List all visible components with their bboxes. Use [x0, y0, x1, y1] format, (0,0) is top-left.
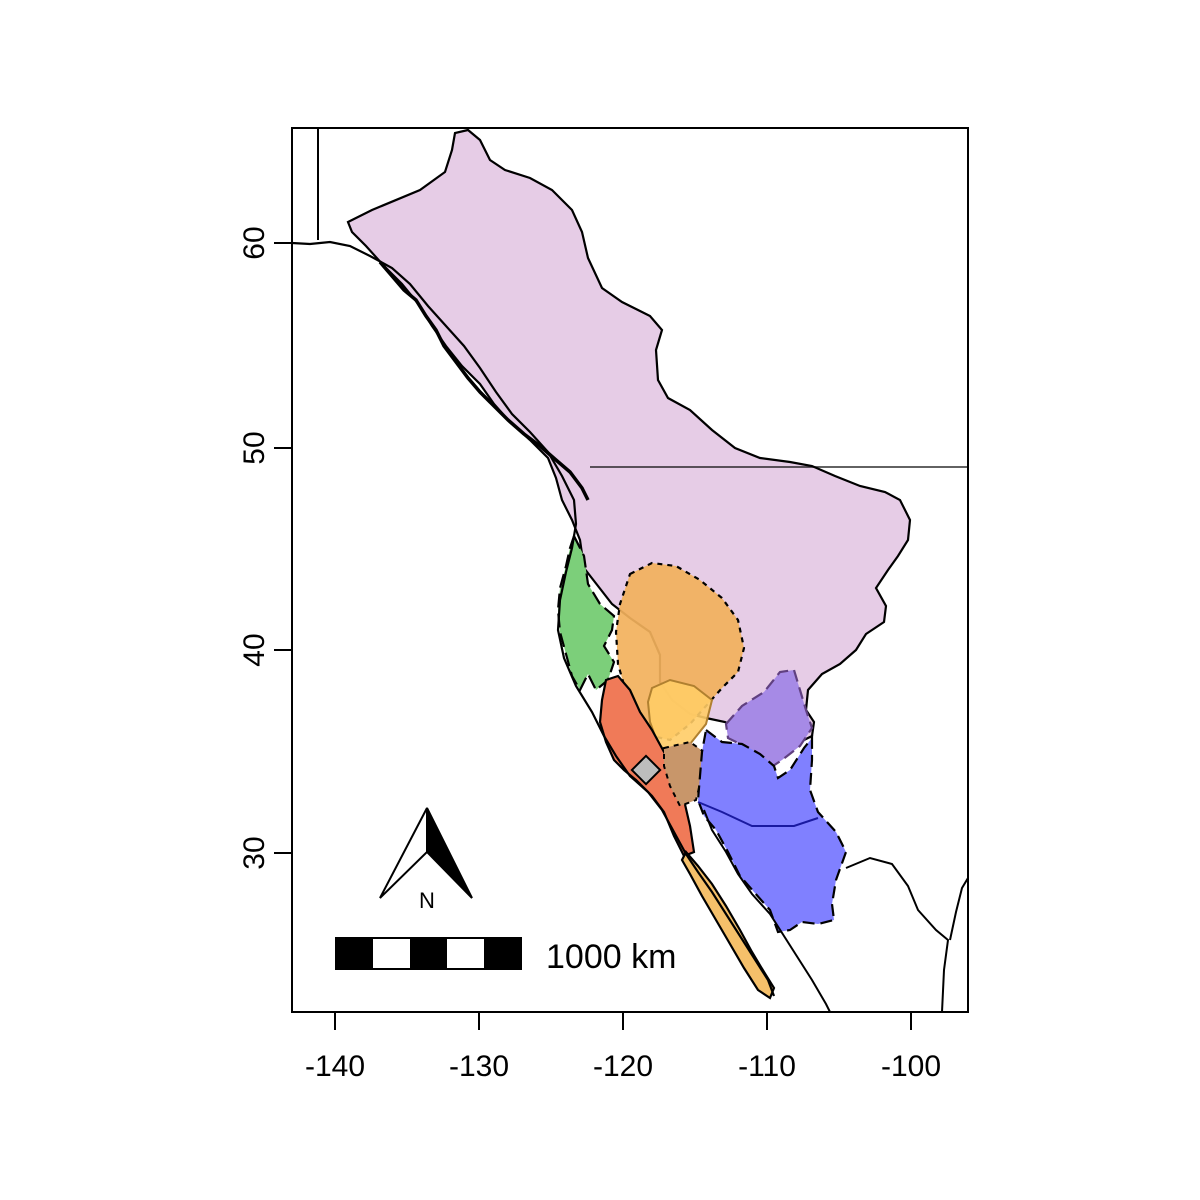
north-arrow-icon: N	[379, 807, 473, 913]
coastline-gulf	[703, 809, 831, 1012]
y-tick-label: 60	[238, 226, 271, 259]
range-baja	[680, 850, 776, 1000]
y-tick-label: 40	[238, 633, 271, 666]
range-green	[556, 533, 616, 693]
coastline-west	[292, 240, 776, 997]
x-tick-label: -110	[738, 1050, 796, 1083]
coastline-fjords	[378, 260, 590, 501]
y-tick-label: 30	[238, 836, 271, 869]
x-tick-label: -100	[881, 1050, 941, 1083]
x-axis: -140 -130 -120 -110 -100	[305, 1011, 941, 1083]
north-label: N	[419, 888, 435, 913]
site-marker-icon	[630, 754, 662, 786]
range-blue	[696, 728, 848, 934]
coastline-mexico	[845, 856, 950, 1012]
scale-bar: 1000 km	[335, 937, 676, 976]
y-tick-label: 50	[238, 431, 271, 464]
coastline-gulf-of-mexico	[949, 877, 968, 941]
scale-bar-label: 1000 km	[546, 938, 676, 976]
y-axis: 30 40 50 60	[238, 226, 293, 870]
x-tick-label: -120	[593, 1050, 653, 1083]
x-tick-label: -130	[449, 1050, 509, 1083]
x-tick-label: -140	[305, 1050, 365, 1083]
map-layers	[292, 128, 968, 1012]
range-brown	[663, 740, 706, 808]
range-purple	[346, 128, 912, 744]
border-line-blue	[697, 801, 819, 827]
